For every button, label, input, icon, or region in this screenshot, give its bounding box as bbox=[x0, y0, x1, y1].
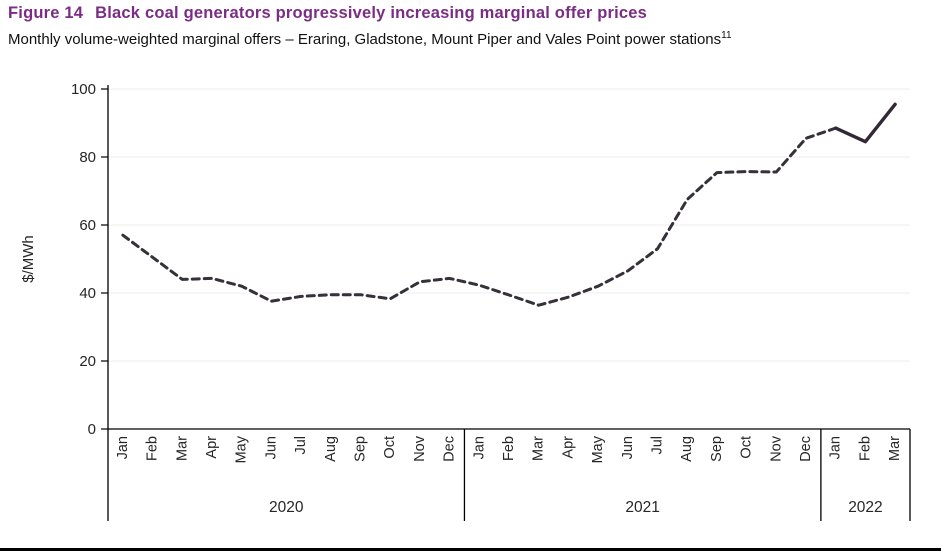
year-label: 2021 bbox=[625, 499, 659, 516]
x-month-label: Oct bbox=[382, 436, 398, 459]
figure-title: Figure 14 Black coal generators progressi… bbox=[8, 4, 647, 23]
y-tick-label: 20 bbox=[79, 353, 96, 370]
x-month-label: Jan bbox=[471, 436, 487, 459]
figure-number-label: Figure 14 bbox=[8, 4, 84, 22]
figure-title-text: Black coal generators progressively incr… bbox=[95, 4, 648, 22]
figure-subtitle: Monthly volume-weighted marginal offers … bbox=[8, 30, 732, 48]
footnote-marker: 11 bbox=[721, 30, 732, 41]
x-month-label: Mar bbox=[887, 436, 903, 461]
x-month-label: Feb bbox=[501, 436, 517, 461]
x-month-label: Feb bbox=[145, 436, 161, 461]
chart-area: 0 20 40 60 80 100 $/MWh Jan Feb Mar Apr May Jun Jul Au… bbox=[20, 81, 911, 521]
year-label: 2022 bbox=[848, 499, 882, 516]
y-tick-label: 40 bbox=[79, 285, 96, 302]
x-month-label: Sep bbox=[352, 436, 368, 462]
x-month-label: Sep bbox=[709, 436, 725, 462]
y-tick-label: 80 bbox=[79, 149, 96, 166]
x-month-label: Dec bbox=[442, 436, 458, 462]
y-tick-label: 100 bbox=[71, 81, 96, 98]
y-tick-label: 60 bbox=[79, 217, 96, 234]
page-bottom-rule bbox=[0, 548, 941, 551]
x-month-label: Jan bbox=[828, 436, 844, 459]
figure-subtitle-text: Monthly volume-weighted marginal offers … bbox=[8, 31, 722, 48]
x-month-label: Apr bbox=[560, 436, 576, 459]
x-month-label: Apr bbox=[204, 436, 220, 459]
x-month-label: Jun bbox=[263, 436, 279, 459]
x-month-label: Aug bbox=[679, 436, 695, 462]
y-tick-label: 0 bbox=[88, 421, 96, 438]
x-month-label: Jul bbox=[650, 436, 666, 455]
x-month-label: Mar bbox=[174, 436, 190, 461]
x-month-label: Oct bbox=[739, 436, 755, 459]
x-month-label: May bbox=[234, 435, 250, 463]
x-month-label: Dec bbox=[798, 436, 814, 462]
year-label: 2020 bbox=[269, 499, 304, 516]
x-month-label: Jan bbox=[115, 436, 131, 459]
x-month-label: May bbox=[590, 435, 606, 463]
marginal-offer-dashed-line bbox=[121, 126, 838, 307]
y-axis-title: $/MWh bbox=[20, 235, 37, 283]
x-month-label: Jul bbox=[293, 436, 309, 455]
marginal-offer-solid-line bbox=[834, 102, 897, 144]
x-month-label: Nov bbox=[768, 435, 784, 462]
x-month-label: Nov bbox=[412, 435, 428, 462]
x-month-label: Jun bbox=[620, 436, 636, 459]
x-month-label: Feb bbox=[857, 436, 873, 461]
x-month-label: Mar bbox=[531, 436, 547, 461]
x-month-label: Aug bbox=[323, 436, 339, 462]
